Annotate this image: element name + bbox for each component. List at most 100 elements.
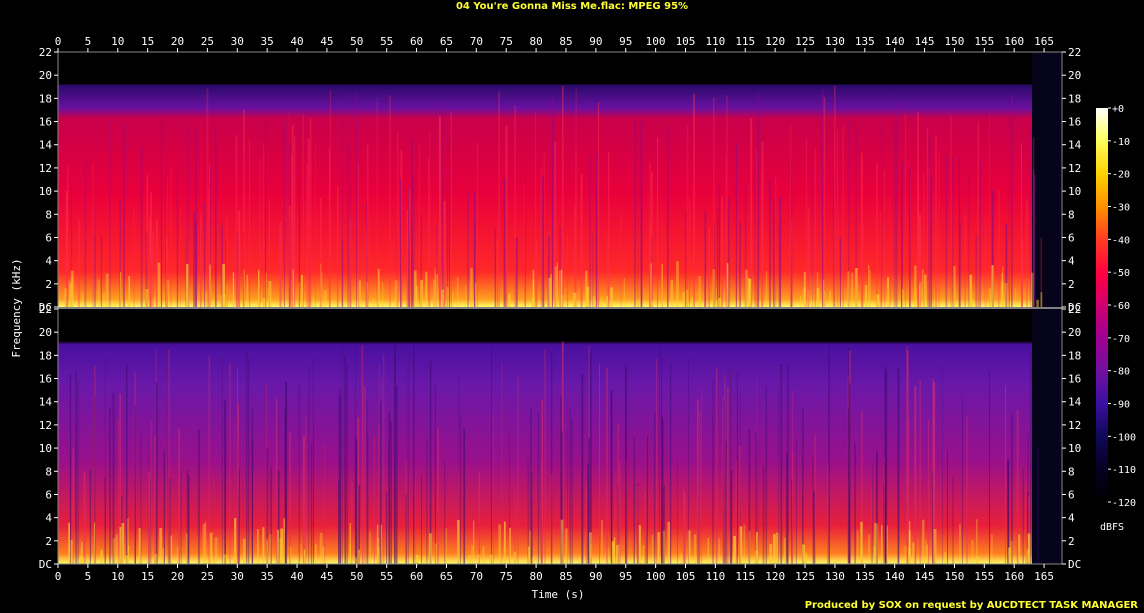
x-tick-label-top: 160 [1004,35,1024,48]
spectrogram-hotspot-channel-1 [166,279,170,307]
spectrogram-streak-channel-2 [661,416,663,564]
spectrogram-streak-channel-1 [889,196,891,307]
spectrogram-hotspot-channel-2 [912,542,915,564]
spectrogram-streak-channel-1 [123,124,125,307]
spectrogram-streak-channel-1 [94,205,96,307]
streaks-channel-2 [68,341,1040,564]
spectrogram-hotspot-channel-1 [152,298,156,307]
spectrogram-streak-channel-2 [221,357,223,564]
spectrogram-hotspot-channel-2 [743,524,746,564]
spectrogram-streak-channel-1 [640,120,643,307]
spectrogram-streak-channel-1 [822,89,824,308]
spectrogram-hotspot-channel-2 [349,523,351,564]
spectrogram-streak-channel-1 [1008,239,1010,307]
spectrogram-streak-channel-2 [654,411,656,564]
spectrogram-hotspot-channel-1 [661,264,663,307]
spectrogram-streak-channel-1 [904,114,906,307]
spectrogram-hotspot-channel-1 [70,270,74,307]
spectrogram-hotspot-channel-1 [637,299,640,307]
spectrogram-streak-channel-2 [847,408,850,564]
spectrogram-streak-channel-2 [508,429,510,564]
spectrogram-hotspot-channel-2 [642,545,645,564]
spectrogram-streak-channel-1 [152,232,154,307]
spectrogram-streak-channel-2 [617,423,619,564]
spectrogram-hotspot-channel-2 [601,520,603,564]
spectrogram-streak-channel-1 [574,205,576,307]
spectrogram-hotspot-channel-2 [243,538,246,564]
spectrogram-streak-channel-1 [65,191,68,307]
spectrogram-hotspot-channel-2 [733,536,736,564]
spectrogram-hotspot-channel-1 [414,270,417,307]
spectrogram-streak-channel-2 [907,350,909,564]
silence-region-channel-1 [1032,52,1062,307]
spectrogram-streak-channel-2 [1030,350,1032,564]
spectrogram-hotspot-channel-2 [70,539,73,564]
spectrogram-streak-channel-1 [884,170,885,307]
y-tick-label-right-channel-2: 10 [1068,442,1081,455]
spectrogram-streak-channel-2 [712,381,714,564]
x-tick-label-bottom: 55 [380,570,393,583]
spectrogram-streak-channel-1 [70,184,73,307]
spectrogram-streak-channel-2 [739,387,741,564]
spectrogram-hotspot-channel-1 [592,296,596,307]
spectrogram-hotspot-channel-1 [586,286,590,307]
spectrogram-hotspot-channel-2 [976,556,979,564]
spectrogram-streak-channel-2 [358,484,361,564]
spectrogram-streak-channel-1 [984,216,986,307]
spectrogram-streak-channel-1 [412,177,415,307]
spectrogram-streak-channel-1 [657,137,659,307]
spectrogram-hotspot-channel-1 [246,274,249,307]
spectrogram-hotspot-channel-1 [377,268,380,307]
x-tick-label-bottom: 25 [201,570,214,583]
x-tick-label-bottom: 105 [676,570,696,583]
spectrogram-streak-channel-2 [154,436,156,564]
spectrogram-streak-channel-2 [413,343,415,564]
spectrogram-streak-channel-1 [807,207,810,307]
spectrogram-streak-channel-1 [848,121,850,307]
spectrogram-streak-channel-1 [319,198,322,307]
spectrogram-hotspot-channel-2 [589,544,592,564]
spectrogram-streak-channel-1 [806,138,808,307]
spectrogram-streak-channel-2 [942,364,943,564]
spectrogram-streak-channel-2 [197,429,200,564]
spectrogram-streak-channel-2 [919,380,921,564]
spectrogram-streak-channel-2 [527,458,529,564]
spectrogram-hotspot-channel-1 [366,282,368,307]
spectrogram-hotspot-channel-1 [205,292,208,307]
spectrogram-streak-channel-1 [306,165,308,307]
spectrogram-hotspot-channel-1 [465,285,467,307]
spectrogram-streak-channel-1 [356,92,357,308]
spectrogram-hotspot-channel-1 [268,280,272,307]
spectrogram-streak-channel-2 [606,368,608,564]
spectrogram-hotspot-channel-2 [513,551,516,564]
spectrogram-streak-channel-2 [787,365,789,564]
spectrogram-streak-channel-2 [109,407,111,564]
spectrogram-streak-channel-2 [854,439,855,564]
spectrogram-hotspot-channel-2 [638,525,641,564]
x-tick-label-bottom: 145 [915,570,935,583]
spectrogram-streak-channel-2 [458,467,460,564]
spectrogram-streak-channel-2 [1027,491,1029,564]
spectrogram-streak-channel-2 [914,385,917,564]
spectrogram-hotspot-channel-1 [670,280,674,307]
spectrogram-streak-channel-2 [426,438,428,564]
spectrogram-hotspot-channel-2 [266,538,268,564]
spectrogram-streak-channel-1 [411,204,414,307]
x-tick-label-bottom: 0 [55,570,62,583]
spectrogram-hotspot-channel-2 [322,547,325,564]
spectrogram-hotspot-channel-1 [712,269,715,307]
spectrogram-streak-channel-1 [755,238,757,307]
spectrogram-streak-channel-1 [309,177,311,307]
spectrogram-streak-channel-1 [400,149,403,307]
spectrogram-streak-channel-1 [367,144,369,307]
spectrogram-streak-channel-1 [608,151,610,307]
spectrogram-streak-channel-2 [677,459,678,564]
x-tick-label-bottom: 155 [974,570,994,583]
spectrogram-streak-channel-2 [75,370,77,564]
spectrogram-hotspot-channel-2 [138,528,141,564]
x-tick-label-top: 10 [111,35,124,48]
y-tick-label-right-channel-1: 22 [1068,46,1081,59]
colorbar-tick-label: -90 [1112,400,1130,411]
spectrogram-streak-channel-1 [773,197,775,307]
spectrogram-streak-channel-2 [682,487,685,564]
